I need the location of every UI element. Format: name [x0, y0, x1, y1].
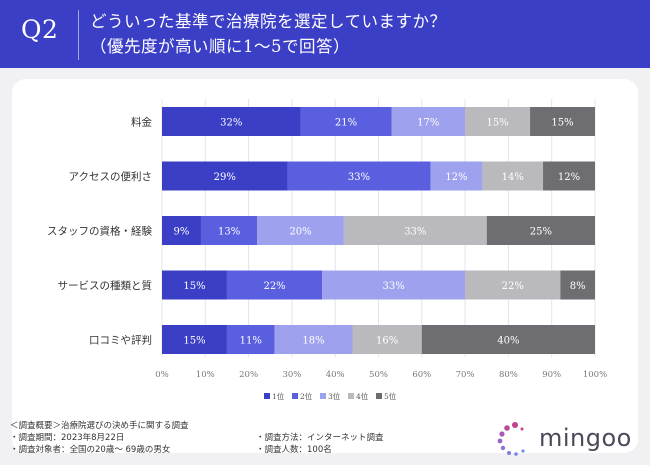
- data-label: 8%: [570, 281, 586, 292]
- data-label: 33%: [383, 281, 405, 292]
- bar-segment: [226, 325, 275, 354]
- legend-swatch: [376, 393, 382, 399]
- bar-segment: [257, 216, 344, 245]
- bar-segment: [162, 107, 301, 136]
- bar-segment: [421, 325, 595, 354]
- x-tick-label: 40%: [326, 370, 345, 380]
- legend-swatch: [292, 393, 298, 399]
- data-label: 18%: [302, 336, 324, 347]
- data-label: 12%: [445, 172, 467, 183]
- bar-segment: [430, 161, 483, 191]
- data-label: 16%: [376, 336, 398, 347]
- data-label: 32%: [220, 118, 242, 129]
- data-label: 20%: [289, 227, 311, 238]
- stacked-bar-chart: 0% 10% 20% 30% 40% 50% 60% 70% 80% 90% 100% 料金 32% 21…: [47, 99, 607, 401]
- bar-segment: [482, 161, 544, 191]
- category-label: 口コミや評判: [89, 334, 152, 347]
- x-tick-label: 80%: [499, 370, 518, 380]
- data-label: 13%: [218, 227, 240, 238]
- legend-label: 4位: [356, 391, 369, 401]
- x-tick-label: 100%: [583, 370, 607, 380]
- x-tick-label: 30%: [282, 370, 301, 380]
- header-divider: [78, 10, 79, 60]
- bar-segment: [352, 325, 422, 354]
- x-tick-label: 0%: [155, 370, 169, 380]
- data-label: 11%: [240, 336, 262, 347]
- bar-segment: [391, 107, 466, 136]
- survey-method: ・調査方法：インターネット調査: [256, 433, 384, 443]
- survey-sample-size: ・調査人数：100名: [256, 445, 332, 455]
- survey-summary-heading: ＜調査概要＞治療院選びの決め手に関する調査: [10, 421, 189, 431]
- data-label: 15%: [486, 118, 508, 129]
- legend-swatch: [320, 393, 326, 399]
- question-title-line1: どういった基準で治療院を選定していますか？: [90, 12, 447, 31]
- x-tick-label: 20%: [239, 370, 258, 380]
- survey-period: ・調査期間：2023年8月22日: [10, 433, 125, 443]
- x-tick-label: 60%: [412, 370, 431, 380]
- data-label: 15%: [183, 281, 205, 292]
- bar-segment: [274, 325, 353, 354]
- bar-segment: [322, 270, 466, 300]
- bar-segment: [343, 216, 487, 245]
- data-label: 25%: [530, 227, 552, 238]
- bar-segment: [162, 270, 227, 300]
- category-label: スタッフの資格・経験: [47, 225, 152, 238]
- category-label: 料金: [131, 116, 152, 129]
- header-banner: Q2 どういった基準で治療院を選定していますか？ （優先度が高い順に1〜5で回答…: [0, 0, 650, 68]
- survey-target: ・調査対象者：全国の20歳〜 69歳の男女: [10, 445, 171, 455]
- data-label: 17%: [417, 118, 439, 129]
- bar-segment: [287, 161, 431, 191]
- bar-segment: [486, 216, 595, 245]
- question-number: Q2: [21, 15, 59, 44]
- bar-segment: [200, 216, 258, 245]
- legend-label: 1位: [272, 391, 285, 401]
- mingoo-logo-text: mingoo: [539, 424, 632, 452]
- chart-card: 0% 10% 20% 30% 40% 50% 60% 70% 80% 90% 100% 料金 32% 21…: [12, 79, 638, 453]
- question-title-line2: （優先度が高い順に1〜5で回答）: [90, 37, 350, 56]
- bar-segment: [162, 325, 227, 354]
- data-label: 12%: [558, 172, 580, 183]
- data-label: 15%: [551, 118, 573, 129]
- legend-label: 5位: [384, 391, 397, 401]
- data-label: 21%: [335, 118, 357, 129]
- data-label: 22%: [263, 281, 285, 292]
- data-label: 29%: [214, 172, 236, 183]
- bar-segment: [162, 216, 201, 245]
- x-tick-label: 90%: [542, 370, 561, 380]
- bar-segment: [162, 161, 288, 191]
- category-label: アクセスの便利さ: [69, 170, 152, 183]
- bar-segment: [465, 107, 531, 136]
- x-tick-label: 10%: [196, 370, 215, 380]
- bar-segment: [530, 107, 595, 136]
- legend-label: 3位: [328, 391, 341, 401]
- mingoo-logo-icon: [497, 422, 525, 456]
- question-title: どういった基準で治療院を選定していますか？ （優先度が高い順に1〜5で回答）: [90, 9, 447, 59]
- category-label: サービスの種類と質: [58, 279, 153, 292]
- bar-segment: [300, 107, 392, 136]
- data-label: 9%: [174, 227, 190, 238]
- data-label: 33%: [404, 227, 426, 238]
- data-label: 15%: [183, 336, 205, 347]
- legend-swatch: [348, 393, 354, 399]
- bar-segment: [226, 270, 323, 300]
- legend-label: 2位: [300, 391, 313, 401]
- data-label: 40%: [497, 336, 519, 347]
- data-label: 14%: [502, 172, 524, 183]
- x-tick-label: 70%: [456, 370, 475, 380]
- x-tick-label: 50%: [369, 370, 388, 380]
- legend-swatch: [264, 393, 270, 399]
- data-label: 33%: [348, 172, 370, 183]
- data-label: 22%: [502, 281, 524, 292]
- mingoo-logo: mingoo: [495, 421, 645, 457]
- bar-segment: [543, 161, 595, 191]
- bar-segment: [560, 270, 595, 300]
- bar-segment: [465, 270, 561, 300]
